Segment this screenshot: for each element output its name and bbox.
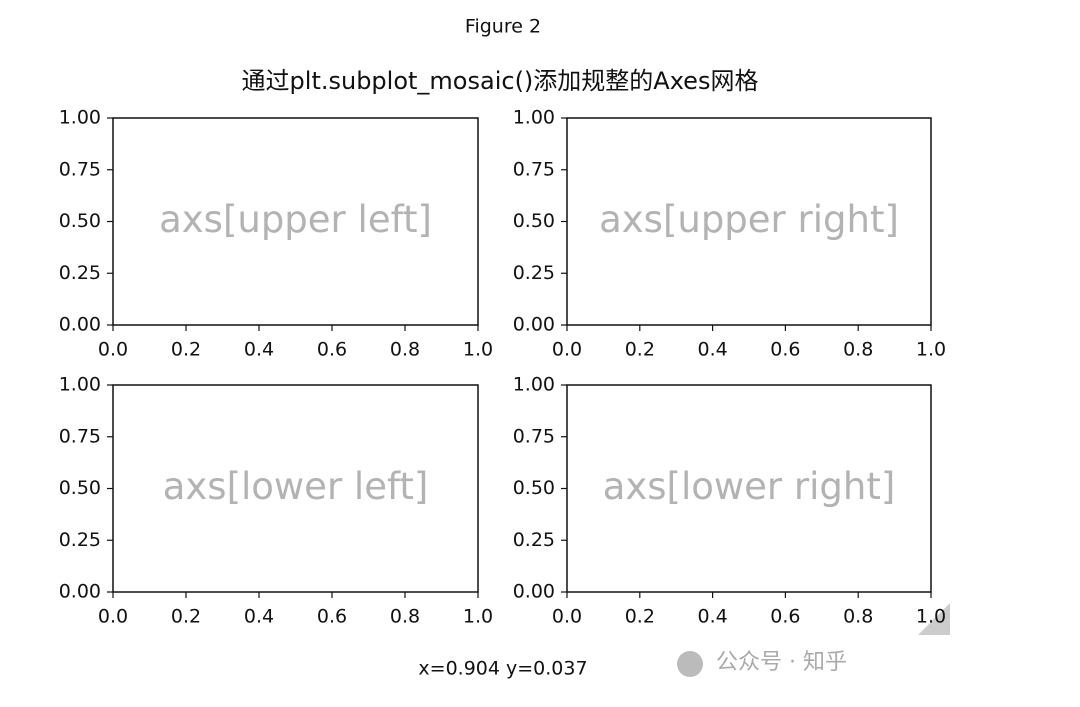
x-tick-label: 1.0	[463, 606, 493, 628]
y-tick-label: 0.00	[513, 314, 555, 336]
x-tick-label: 0.4	[697, 339, 727, 361]
y-tick-label: 1.00	[59, 107, 101, 129]
y-tick-label: 0.75	[513, 158, 555, 180]
status-bar: x=0.904 y=0.037	[418, 658, 587, 680]
x-tick-label: 0.4	[697, 606, 727, 628]
resize-grip[interactable]	[918, 603, 950, 635]
x-tick-label: 0.4	[244, 339, 274, 361]
y-tick-label: 0.00	[513, 581, 555, 603]
suptitle: 通过plt.subplot_mosaic()添加规整的Axes网格	[242, 67, 759, 95]
y-tick-label: 0.25	[59, 529, 101, 551]
y-tick-label: 0.50	[513, 477, 555, 499]
x-tick-label: 0.8	[390, 606, 420, 628]
axes-annotation: axs[upper right]	[599, 198, 899, 241]
axes-annotation: axs[lower left]	[163, 465, 429, 508]
y-tick-label: 0.25	[513, 262, 555, 284]
y-tick-label: 0.75	[59, 425, 101, 447]
x-tick-label: 0.0	[552, 339, 582, 361]
axes-annotation: axs[lower right]	[603, 465, 896, 508]
x-tick-label: 1.0	[916, 339, 946, 361]
x-tick-label: 0.0	[98, 339, 128, 361]
y-tick-label: 0.50	[59, 210, 101, 232]
y-tick-label: 0.00	[59, 581, 101, 603]
y-tick-label: 1.00	[513, 107, 555, 129]
y-tick-label: 1.00	[513, 374, 555, 396]
x-tick-label: 0.0	[552, 606, 582, 628]
x-tick-label: 1.0	[916, 606, 946, 628]
y-tick-label: 0.75	[513, 425, 555, 447]
x-tick-label: 0.4	[244, 606, 274, 628]
x-tick-label: 1.0	[463, 339, 493, 361]
watermark-icon	[677, 651, 703, 677]
x-tick-label: 0.6	[770, 339, 800, 361]
y-tick-label: 0.50	[59, 477, 101, 499]
y-tick-label: 0.25	[513, 529, 555, 551]
x-tick-label: 0.8	[843, 339, 873, 361]
x-tick-label: 0.8	[843, 606, 873, 628]
window-title: Figure 2	[465, 16, 541, 38]
axes-annotation: axs[upper left]	[159, 198, 432, 241]
x-tick-label: 0.6	[317, 339, 347, 361]
x-tick-label: 0.2	[171, 606, 201, 628]
x-tick-label: 0.2	[625, 606, 655, 628]
x-tick-label: 0.0	[98, 606, 128, 628]
watermark: 公众号 · 知乎	[716, 650, 847, 675]
y-tick-label: 0.75	[59, 158, 101, 180]
x-tick-label: 0.2	[625, 339, 655, 361]
x-tick-label: 0.2	[171, 339, 201, 361]
y-tick-label: 0.00	[59, 314, 101, 336]
y-tick-label: 1.00	[59, 374, 101, 396]
y-tick-label: 0.50	[513, 210, 555, 232]
y-tick-label: 0.25	[59, 262, 101, 284]
x-tick-label: 0.8	[390, 339, 420, 361]
x-tick-label: 0.6	[317, 606, 347, 628]
x-tick-label: 0.6	[770, 606, 800, 628]
